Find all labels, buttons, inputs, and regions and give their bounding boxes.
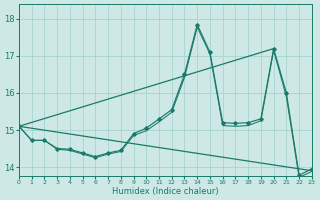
X-axis label: Humidex (Indice chaleur): Humidex (Indice chaleur) <box>112 187 219 196</box>
